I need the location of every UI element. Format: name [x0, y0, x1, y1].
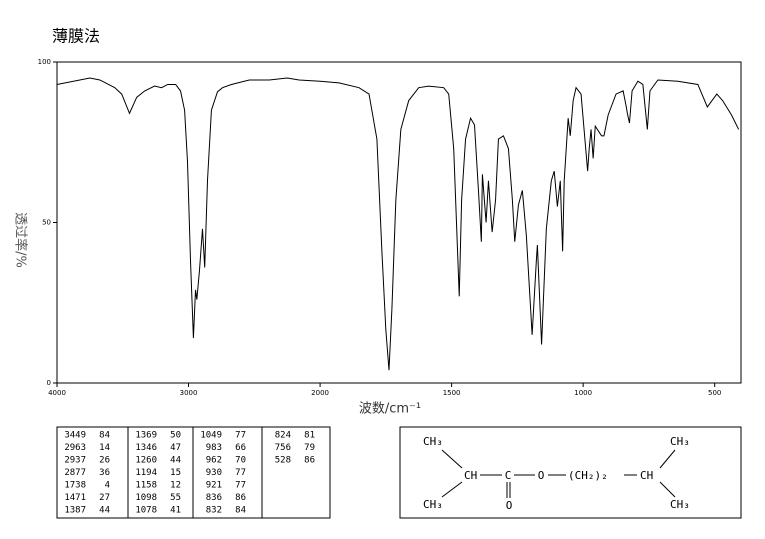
structure-group: CH₃ [670, 498, 690, 511]
peak-transmittance: 15 [170, 468, 181, 478]
peak-transmittance: 4 [105, 481, 110, 491]
peak-transmittance: 55 [170, 493, 181, 503]
peak-transmittance: 77 [235, 431, 246, 441]
x-tick-label: 4000 [48, 389, 66, 397]
peak-wavenumber: 824 [275, 431, 291, 441]
structure-group: CH₃ [423, 435, 443, 448]
peak-transmittance: 44 [170, 456, 181, 466]
peak-transmittance: 84 [235, 506, 246, 516]
structure-group: (CH₂)₂ [568, 469, 608, 482]
peak-wavenumber: 1369 [135, 431, 157, 441]
peak-wavenumber: 1387 [64, 506, 86, 516]
peak-transmittance: 44 [99, 506, 110, 516]
peak-wavenumber: 1158 [135, 481, 157, 491]
peak-wavenumber: 1078 [135, 506, 157, 516]
peak-transmittance: 77 [235, 481, 246, 491]
structure-group: CH [464, 469, 477, 482]
peak-wavenumber: 1098 [135, 493, 157, 503]
peak-transmittance: 81 [304, 431, 315, 441]
structure-group: O [538, 469, 545, 482]
y-tick-label: 50 [42, 219, 51, 227]
peak-transmittance: 47 [170, 443, 181, 453]
structure-frame [399, 426, 742, 519]
peak-transmittance: 50 [170, 431, 181, 441]
peak-transmittance: 86 [304, 456, 315, 466]
peak-wavenumber: 1346 [135, 443, 157, 453]
chart-title: 薄膜法 [52, 27, 100, 46]
peak-wavenumber: 983 [206, 443, 222, 453]
peak-wavenumber: 756 [275, 443, 291, 453]
peak-transmittance: 79 [304, 443, 315, 453]
peak-wavenumber: 1049 [200, 431, 222, 441]
peak-transmittance: 26 [99, 456, 110, 466]
peak-wavenumber: 3449 [64, 431, 86, 441]
peak-wavenumber: 930 [206, 468, 222, 478]
x-tick-label: 500 [708, 389, 721, 397]
peak-wavenumber: 528 [275, 456, 291, 466]
peak-transmittance: 86 [235, 493, 246, 503]
peak-wavenumber: 1194 [135, 468, 157, 478]
structure-group: CH₃ [423, 498, 443, 511]
peak-wavenumber: 1260 [135, 456, 157, 466]
x-tick-label: 3000 [180, 389, 198, 397]
peak-wavenumber: 2937 [64, 456, 86, 466]
peak-transmittance: 14 [99, 443, 110, 453]
structure-group: C [505, 469, 512, 482]
peak-wavenumber: 962 [206, 456, 222, 466]
peak-wavenumber: 836 [206, 493, 222, 503]
y-tick-label: 100 [38, 58, 51, 66]
peak-transmittance: 77 [235, 468, 246, 478]
peak-transmittance: 84 [99, 431, 110, 441]
x-tick-label: 2000 [311, 389, 329, 397]
peak-transmittance: 66 [235, 443, 246, 453]
peak-transmittance: 27 [99, 493, 110, 503]
x-tick-label: 1000 [574, 389, 592, 397]
plot-frame [56, 61, 742, 384]
structure-bonds [441, 449, 676, 498]
peak-transmittance: 41 [170, 506, 181, 516]
peak-wavenumber: 921 [206, 481, 222, 491]
x-tick-label: 1500 [443, 389, 461, 397]
spectrum-line [56, 77, 740, 371]
structure-group: CH [640, 469, 653, 482]
x-axis-label: 波数/cm⁻¹ [359, 402, 421, 417]
peak-wavenumber: 832 [206, 506, 222, 516]
peak-transmittance: 36 [99, 468, 110, 478]
peak-wavenumber: 2963 [64, 443, 86, 453]
structure-group: O [506, 499, 513, 512]
structure-group: CH₃ [670, 435, 690, 448]
y-tick-label: 0 [47, 379, 51, 387]
peak-wavenumber: 1471 [64, 493, 86, 503]
peak-wavenumber: 2877 [64, 468, 86, 478]
peak-transmittance: 70 [235, 456, 246, 466]
y-axis-label: 透过率/% [13, 212, 29, 268]
peak-transmittance: 12 [170, 481, 181, 491]
peak-wavenumber: 1738 [64, 481, 86, 491]
